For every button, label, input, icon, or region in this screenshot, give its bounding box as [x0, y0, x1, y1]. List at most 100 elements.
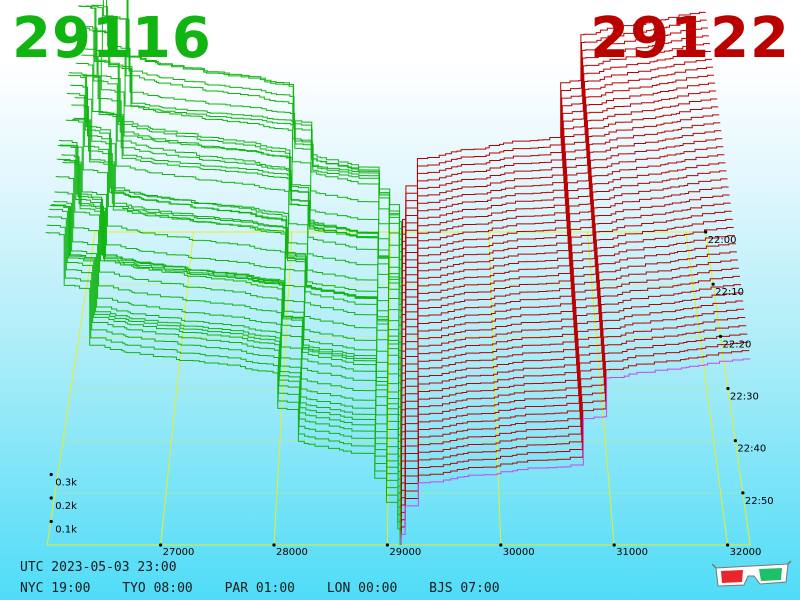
ask-depth-line: [401, 74, 715, 291]
bid-depth-line: [62, 161, 402, 436]
timezone-clock: LON 00:00: [326, 581, 398, 596]
bid-depth-line: [85, 5, 402, 283]
price-tick-label: 27000: [163, 547, 195, 558]
ask-depth-line: [401, 218, 733, 422]
ask-depth-line: [401, 275, 740, 473]
bid-depth-line: [78, 5, 402, 334]
ask-depth-line: [400, 292, 743, 487]
ask-depth-line: [401, 194, 730, 400]
bid-depth-line: [81, 54, 402, 313]
ask-depth-line: [401, 259, 738, 458]
bid-depth-line: [126, 0, 402, 269]
ask-depth-line: [401, 235, 735, 436]
time-tick-label: 22:40: [737, 444, 766, 455]
volume-tick-label: 0.3k: [55, 478, 77, 489]
timezone-clock: BJS 07:00: [429, 581, 500, 596]
depth-chart: 27000 28000 29000 30000 31000 32000 0.1k 0.2k 0.…: [45, 0, 774, 558]
ask-depth-line: [401, 114, 720, 327]
bid-depth-line: [92, 30, 402, 240]
bid-depth-line: [66, 92, 402, 407]
ask-depth-line: [401, 267, 739, 465]
ask-depth-line: [400, 300, 744, 495]
bid-depth-line: [52, 204, 401, 502]
ask-depth-line: [401, 43, 710, 262]
bid-depth-line: [64, 144, 402, 422]
bid-depth-line: [46, 224, 401, 538]
ask-depth-line: [400, 358, 751, 545]
bid-depth-line: [55, 176, 401, 480]
timezone-clock: PAR 01:00: [224, 581, 296, 596]
bid-depth-line: [51, 204, 401, 509]
time-tick-label: 22:00: [708, 235, 737, 246]
ask-depth-line: [400, 317, 746, 509]
time-tick-dot: [726, 386, 730, 391]
timezone-clock: TYO 08:00: [122, 581, 193, 596]
ask-depth-line: [401, 106, 719, 320]
ask-depth-line: [401, 66, 714, 283]
ask-depth-line: [401, 51, 711, 269]
price-tick-dot: [159, 543, 163, 547]
ask-depth-line: [401, 146, 724, 356]
bid-depth-line: [79, 5, 402, 327]
bid-depth-line: [84, 48, 402, 291]
price-tick-dot: [385, 543, 389, 547]
price-tick-dot: [612, 543, 616, 547]
bid-depth-line: [45, 232, 401, 545]
bid-depth-line: [56, 158, 401, 473]
bid-depth-line: [65, 119, 402, 414]
ask-depth-line: [401, 82, 716, 298]
bid-depth-line: [67, 74, 402, 400]
ask-depth-line: [402, 11, 706, 232]
bid-depth-line: [75, 62, 402, 349]
ask-depth-line: [401, 58, 712, 276]
time-tick-dot: [711, 282, 715, 286]
volume-tick-dot: [49, 496, 53, 500]
ask-depth-line: [401, 122, 721, 334]
ask-depth-line: [400, 341, 749, 531]
volume-tick-label: 0.2k: [55, 501, 77, 512]
bid-depth-line: [69, 72, 402, 393]
timezone-clocks: NYC 19:00 TYO 08:00 PAR 01:00 LON 00:00 …: [20, 581, 524, 596]
depth-lines: [45, 0, 751, 545]
ask-depth-line: [401, 210, 732, 414]
timezone-clock: NYC 19:00: [20, 581, 91, 596]
time-tick-label: 22:50: [745, 496, 774, 507]
price-tick-label: 30000: [503, 547, 535, 558]
ask-depth-line: [400, 333, 748, 524]
bid-depth-line: [127, 0, 402, 262]
bid-depth-line: [54, 191, 401, 487]
time-tick-label: 22:20: [723, 339, 752, 350]
ask-depth-line: [401, 138, 723, 349]
time-tick-dot: [733, 439, 738, 443]
volume-tick-label: 0.1k: [55, 525, 77, 536]
time-tick-dot: [741, 491, 745, 495]
bid-depth-line: [50, 204, 401, 516]
ask-depth-line: [401, 19, 707, 240]
volume-tick-dot: [49, 519, 53, 524]
3d-glasses-icon[interactable]: [712, 560, 792, 592]
price-tick-label: 31000: [616, 547, 648, 558]
volume-tick-dot: [49, 472, 53, 477]
ask-depth-line: [401, 202, 731, 407]
bid-depth-line: [74, 97, 402, 356]
price-tick-dot: [726, 543, 730, 547]
price-tick-label: 29000: [389, 547, 421, 558]
bid-depth-line: [57, 145, 401, 465]
ask-depth-line: [401, 90, 717, 305]
price-tick-dot: [499, 543, 503, 547]
bid-depth-line: [47, 216, 401, 531]
ask-depth-line: [401, 178, 728, 385]
time-tick-dot: [704, 230, 708, 234]
price-tick-label: 32000: [730, 547, 762, 558]
bid-depth-line: [102, 0, 402, 276]
bid-depth-line: [82, 75, 402, 305]
ask-depth-line: [401, 186, 729, 393]
ask-depth-line: [400, 350, 750, 538]
ask-depth-line: [401, 35, 709, 254]
bid-depth-line: [93, 30, 403, 232]
bid-depth-line: [83, 74, 402, 298]
ask-depth-line: [400, 308, 745, 502]
bid-depth-line: [53, 200, 401, 495]
ask-depth-line: [401, 98, 718, 313]
ask-depth-line: [401, 27, 708, 247]
